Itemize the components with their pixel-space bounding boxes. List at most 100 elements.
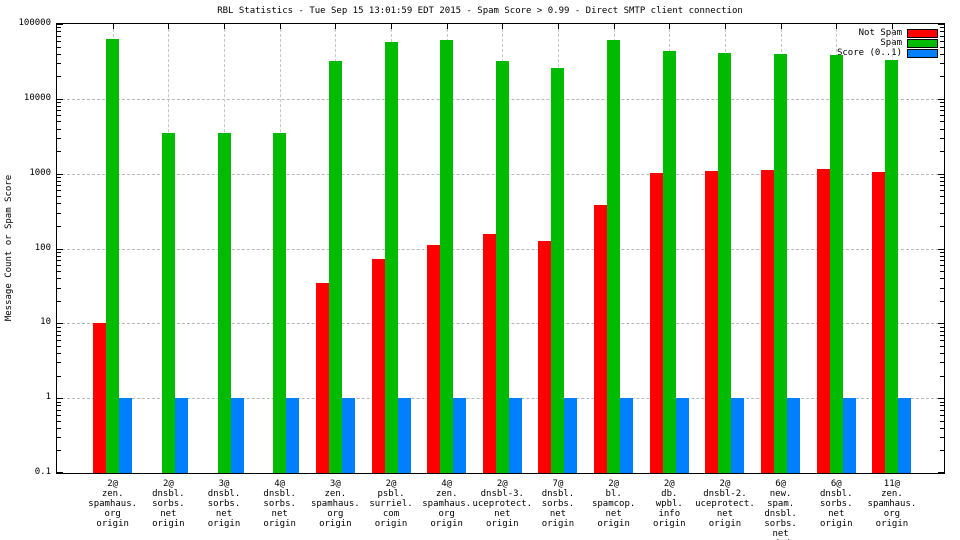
bar-not-spam xyxy=(705,171,719,473)
y-minor-tick xyxy=(57,405,61,407)
y-tick-label: 1000 xyxy=(29,167,51,178)
y-minor-tick xyxy=(57,362,61,364)
bar-not-spam xyxy=(816,169,830,473)
x-tick xyxy=(613,24,615,29)
x-category-label-line: origin xyxy=(820,519,853,529)
legend-label-score-0-1: Score (0..1) xyxy=(836,48,902,58)
x-category-label-line: new. xyxy=(769,489,792,499)
legend-label-spam: Spam xyxy=(880,38,902,48)
y-minor-tick xyxy=(57,375,61,377)
y-tick xyxy=(938,323,944,325)
x-tick xyxy=(836,24,838,29)
x-category-label-line: origin xyxy=(96,519,129,529)
x-category-label-line: sorbs. xyxy=(820,499,853,509)
bar-score-0-1 xyxy=(564,398,578,473)
y-minor-tick xyxy=(940,40,944,42)
x-category-label-line: 4@ xyxy=(274,479,286,489)
x-category-label-line: spamhaus. xyxy=(310,499,360,509)
y-tick xyxy=(938,24,944,25)
bar-spam xyxy=(774,53,788,473)
x-category-label-line: origin xyxy=(597,519,630,529)
y-minor-tick xyxy=(57,110,61,112)
y-minor-tick xyxy=(940,437,944,439)
y-minor-tick xyxy=(940,121,944,123)
y-minor-tick xyxy=(940,420,944,422)
y-minor-tick xyxy=(940,76,944,78)
bar-spam xyxy=(440,40,454,473)
x-category-label: 4@ zen. spamhaus. org origin xyxy=(387,479,507,529)
x-category-label-line: dnsbl. xyxy=(820,489,853,499)
x-category-label-line: spamcop. xyxy=(591,499,636,509)
y-minor-tick xyxy=(57,46,61,48)
x-category-label-line: net xyxy=(215,509,233,519)
y-minor-tick xyxy=(940,35,944,37)
x-category-label: 6@ dnsbl. sorbs. net origin xyxy=(776,479,896,529)
y-tick xyxy=(938,248,944,250)
bar-spam xyxy=(328,61,342,473)
y-minor-tick xyxy=(940,46,944,48)
y-minor-tick xyxy=(940,225,944,227)
y-minor-tick xyxy=(940,450,944,452)
x-category-label-line: bl. xyxy=(605,489,622,499)
y-tick-label: 100000 xyxy=(18,18,51,28)
y-minor-tick xyxy=(940,212,944,214)
x-category-label-line: dnsbl. xyxy=(764,509,797,519)
x-tick xyxy=(780,24,782,29)
x-category-label-line: origin xyxy=(875,519,909,529)
x-category-label-line: 2@ xyxy=(496,479,508,489)
bar-spam xyxy=(885,59,899,473)
legend-label-not-spam: Not Spam xyxy=(858,28,902,38)
y-minor-tick xyxy=(57,251,61,253)
y-minor-tick xyxy=(57,196,61,198)
y-tick xyxy=(57,472,63,473)
chart-title: RBL Statistics - Tue Sep 15 13:01:59 EDT… xyxy=(217,6,743,16)
legend-item: Score (0..1) xyxy=(837,48,938,58)
x-category-label-line: zen. xyxy=(324,489,347,499)
x-category-label-line: net xyxy=(160,509,177,519)
y-minor-tick xyxy=(940,190,944,192)
y-tick-label: 100 xyxy=(34,242,51,253)
y-minor-tick xyxy=(57,106,61,108)
y-minor-tick xyxy=(940,251,944,253)
bar-not-spam xyxy=(315,282,329,473)
y-minor-tick xyxy=(940,128,944,130)
bar-score-0-1 xyxy=(453,398,467,473)
y-tick xyxy=(57,398,63,400)
x-category-label-line: 2@ xyxy=(608,479,620,489)
x-tick xyxy=(279,24,281,29)
x-category-label-line: net xyxy=(716,509,734,519)
x-tick xyxy=(557,24,559,29)
y-minor-tick xyxy=(57,401,61,403)
x-category-label-line: 2@ xyxy=(663,479,675,489)
y-minor-tick xyxy=(940,177,944,179)
y-minor-tick xyxy=(940,137,944,139)
bar-not-spam xyxy=(649,172,663,473)
y-tick xyxy=(938,98,944,100)
y-tick xyxy=(938,472,944,473)
x-tick xyxy=(669,24,671,29)
bar-score-0-1 xyxy=(508,398,522,473)
x-category-label: 2@ dnsbl-3. uceprotect. net origin xyxy=(442,479,562,529)
y-minor-tick xyxy=(57,255,61,257)
x-category-label-line: db. xyxy=(661,489,678,499)
x-category-label-line: dnsbl-3. xyxy=(480,489,524,499)
y-tick-label: 0.1 xyxy=(34,467,51,477)
y-minor-tick xyxy=(940,271,944,273)
x-category-label-line: org xyxy=(438,509,455,519)
y-minor-tick xyxy=(940,278,944,280)
x-category-label-line: surriel. xyxy=(369,499,413,509)
x-category-label-line: psbl. xyxy=(377,489,405,499)
x-category-label-line: com xyxy=(382,509,400,519)
bar-spam xyxy=(273,132,287,473)
y-tick xyxy=(57,323,63,325)
y-minor-tick xyxy=(57,151,61,153)
y-minor-tick xyxy=(940,339,944,341)
bar-not-spam xyxy=(93,323,107,473)
y-minor-tick xyxy=(57,63,61,65)
y-minor-tick xyxy=(940,334,944,336)
y-minor-tick xyxy=(940,27,944,29)
y-minor-tick xyxy=(940,427,944,429)
x-tick xyxy=(224,24,226,29)
y-minor-tick xyxy=(940,102,944,104)
